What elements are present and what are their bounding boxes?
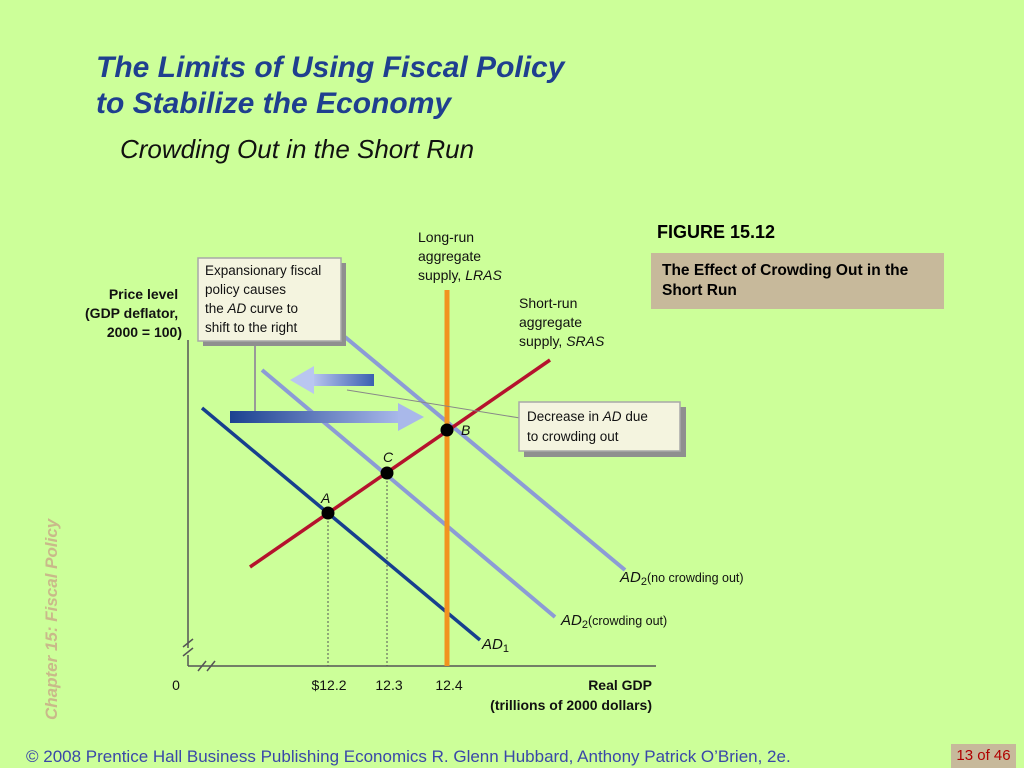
- x-axis-label-line2: (trillions of 2000 dollars): [490, 697, 652, 713]
- slide-title: The Limits of Using Fiscal Policy to Sta…: [96, 50, 564, 122]
- x-tick-12-2: $12.2: [311, 677, 346, 693]
- callout2-text: Decrease in AD due to crowding out: [527, 409, 652, 444]
- x-tick-12-3: 12.3: [375, 677, 402, 693]
- sras-label: Short-run aggregate supply, SRAS: [519, 295, 605, 349]
- y-axis-break-1: [182, 638, 194, 648]
- origin-label: 0: [172, 677, 180, 693]
- y-axis-break-2: [182, 647, 194, 657]
- ad1-curve: [200, 406, 482, 642]
- shift-left-arrow: [290, 366, 374, 394]
- footer-credit: © 2008 Prentice Hall Business Publishing…: [26, 747, 791, 766]
- x-axis-break-2: [206, 660, 216, 672]
- point-a: [321, 506, 335, 520]
- x-tick-12-4: 12.4: [435, 677, 462, 693]
- point-b: [440, 423, 454, 437]
- sras-curve: [249, 358, 551, 569]
- page-indicator: 13 of 46: [951, 744, 1016, 768]
- slide-subtitle: Crowding Out in the Short Run: [120, 134, 475, 164]
- lras-label: Long-run aggregate supply, LRAS: [418, 229, 502, 283]
- ad1-label: AD1: [481, 636, 509, 655]
- point-c: [380, 466, 394, 480]
- point-c-label: C: [383, 449, 394, 465]
- x-axis-label-line1: Real GDP: [588, 677, 652, 693]
- ad2-no-crowding-curve: [343, 335, 627, 572]
- callout2-leader: [346, 389, 521, 419]
- title-line-2: to Stabilize the Economy: [96, 87, 452, 120]
- callout1-text: Expansionary fiscal policy causes the AD…: [205, 263, 325, 335]
- point-b-label: B: [461, 422, 470, 438]
- ad2-no-crowding-label: AD2(no crowding out): [619, 569, 744, 588]
- shift-right-arrow: [230, 403, 424, 431]
- figure-caption-box: The Effect of Crowding Out in the Short …: [651, 253, 944, 309]
- point-a-label: A: [320, 490, 330, 506]
- y-axis-label: Price level (GDP deflator, 2000 = 100): [85, 286, 182, 340]
- figure-caption: The Effect of Crowding Out in the Short …: [662, 262, 909, 299]
- callout1-box: [197, 257, 342, 342]
- figure-label: FIGURE 15.12: [657, 222, 776, 242]
- callout2-box: [518, 401, 681, 452]
- x-axis-break-1: [197, 660, 207, 672]
- title-line-1: The Limits of Using Fiscal Policy: [96, 51, 565, 84]
- ad2-crowding-label: AD2(crowding out): [560, 612, 667, 631]
